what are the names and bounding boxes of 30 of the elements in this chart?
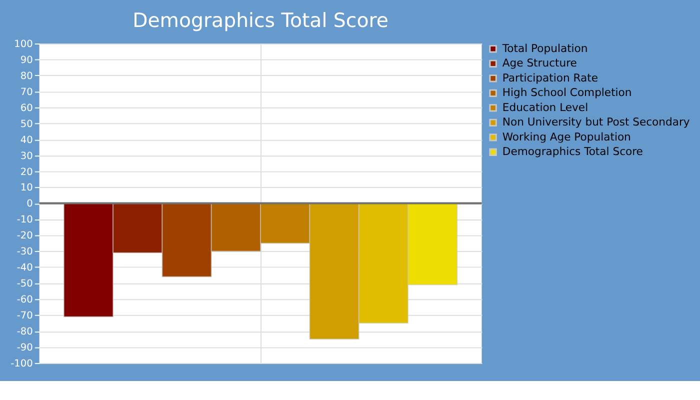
- y-tick-label: -10: [16, 214, 33, 226]
- y-tick-label: -90: [16, 342, 33, 354]
- y-tick-label: 0: [26, 198, 33, 210]
- y-tick-label: 30: [20, 150, 33, 162]
- y-tick-label: 10: [20, 182, 33, 194]
- y-tick-label: 100: [14, 38, 33, 50]
- y-tick-label: 50: [20, 118, 33, 130]
- y-tick-label: -70: [16, 310, 33, 322]
- y-tick-label: -30: [16, 246, 33, 258]
- y-tick-label: 40: [20, 134, 33, 146]
- legend-label: Education Level: [502, 100, 588, 114]
- legend-label: Working Age Population: [502, 130, 631, 144]
- y-tick-label: -20: [16, 230, 33, 242]
- legend-label: Total Population: [501, 42, 588, 55]
- y-tick-label: -80: [16, 326, 33, 338]
- y-tick-label: -60: [16, 294, 33, 306]
- y-tick-label: -100: [10, 358, 33, 370]
- y-tick-label: -50: [16, 278, 33, 290]
- legend-label: Non University but Post Secondary: [502, 116, 690, 129]
- y-tick-label: 80: [20, 70, 33, 82]
- legend-label: Demographics Total Score: [502, 145, 644, 158]
- legend-label: High School Completion: [502, 86, 632, 100]
- y-tick-label: 90: [20, 54, 33, 66]
- legend-label: Age Structure: [502, 56, 578, 70]
- y-tick-label: -40: [16, 262, 33, 274]
- chart-title: Demographics Total Score: [132, 8, 388, 32]
- y-tick-label: 70: [20, 86, 33, 98]
- y-tick-label: 60: [20, 102, 33, 114]
- y-tick-label: 20: [20, 166, 33, 178]
- legend-label: Participation Rate: [502, 71, 598, 84]
